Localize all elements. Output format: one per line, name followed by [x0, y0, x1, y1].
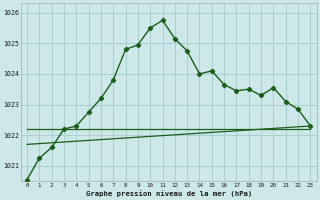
- X-axis label: Graphe pression niveau de la mer (hPa): Graphe pression niveau de la mer (hPa): [85, 190, 252, 197]
